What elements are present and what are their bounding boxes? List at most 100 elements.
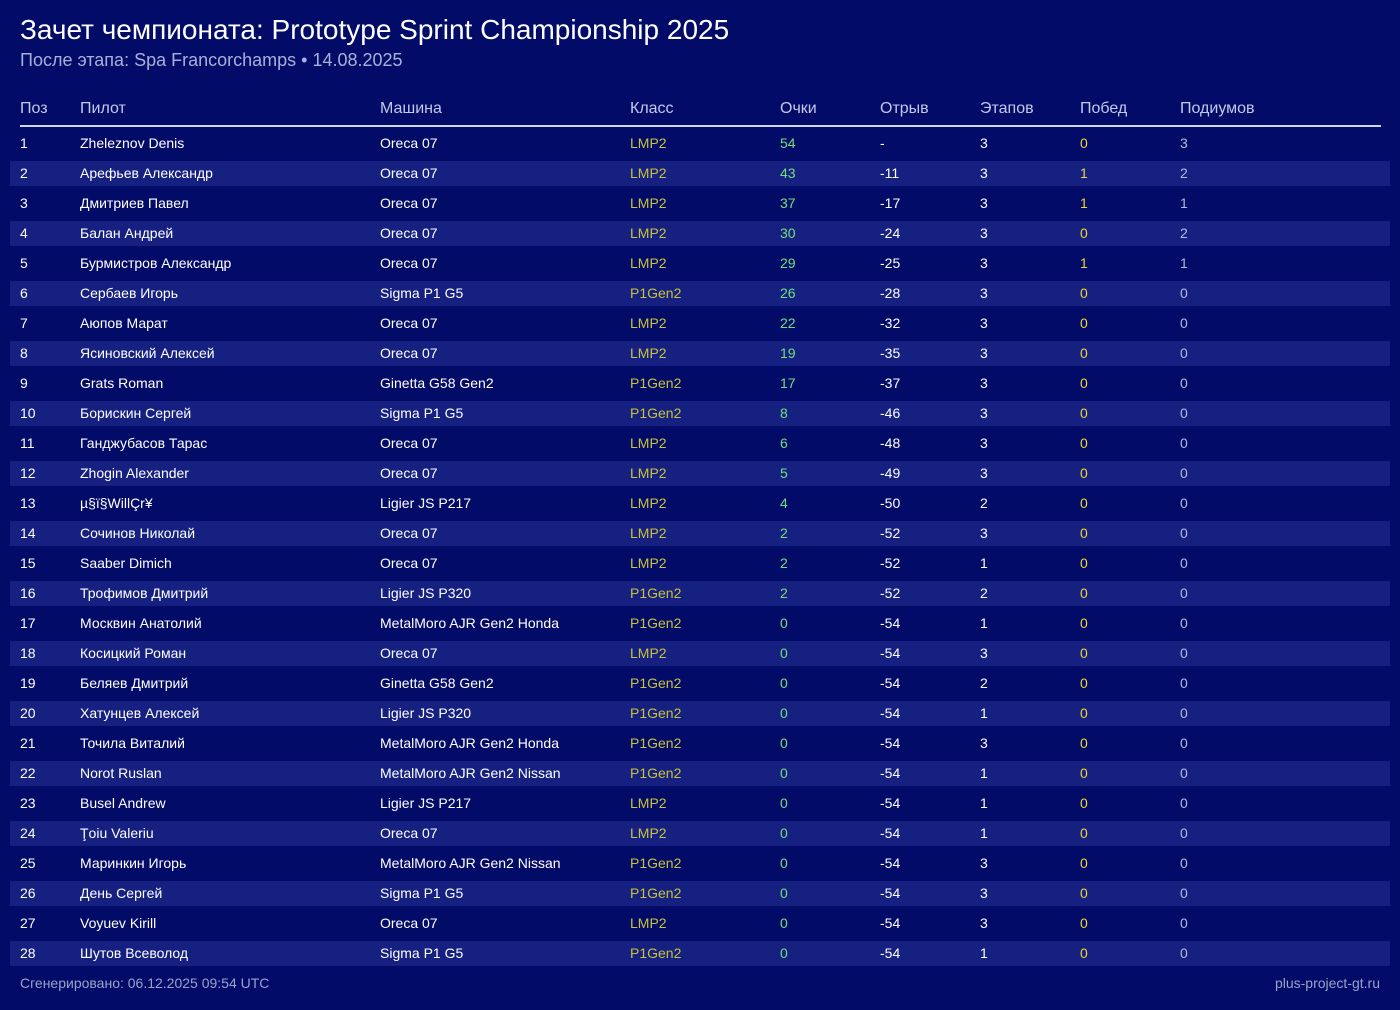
table-row: 5 Бурмистров Александр Oreca 07 LMP2 29 -25 3 1…	[10, 251, 1390, 276]
table-cell: 4	[20, 225, 28, 241]
table-row: 22 Norot Ruslan MetalMoro AJR Gen2 Nissan P…	[10, 761, 1390, 786]
column-header: Отрыв	[880, 100, 929, 117]
table-cell: 0	[1080, 585, 1088, 601]
table-row: 19 Беляев Дмитрий Ginetta G58 Gen2 P1Gen2 0 -…	[10, 671, 1390, 696]
table-cell: LMP2	[630, 315, 667, 331]
table-cell: Беляев Дмитрий	[80, 675, 189, 691]
table-cell: 3	[980, 255, 988, 271]
table-cell: 0	[780, 915, 788, 931]
table-cell: 0	[1080, 345, 1088, 361]
table-cell: 0	[1180, 405, 1188, 421]
table-cell: Ţoiu Valeriu	[80, 825, 154, 841]
table-cell: LMP2	[630, 495, 667, 511]
table-cell: 26	[20, 885, 36, 901]
table-cell: 0	[1080, 765, 1088, 781]
table-cell: -52	[880, 525, 901, 541]
table-cell: 3	[980, 285, 988, 301]
table-cell: Борискин Сергей	[80, 405, 192, 421]
table-cell: 0	[1180, 285, 1188, 301]
table-cell: Аюпов Марат	[80, 315, 168, 331]
table-row: 6 Сербаев Игорь Sigma P1 G5 P1Gen2 26 -28 3 0 0	[10, 281, 1390, 306]
table-cell: Бурмистров Александр	[80, 255, 232, 271]
table-cell: 0	[780, 675, 788, 691]
table-cell: 1	[1080, 165, 1088, 181]
table-cell: 10	[20, 405, 36, 421]
table-cell: µ§ï§WillÇr¥	[80, 495, 153, 511]
table-cell: 2	[1180, 225, 1188, 241]
table-cell: 27	[20, 915, 36, 931]
table-cell: P1Gen2	[630, 375, 682, 391]
table-cell: 2	[780, 555, 788, 571]
table-cell: Арефьев Александр	[80, 165, 213, 181]
table-cell: Косицкий Роман	[80, 645, 187, 661]
table-cell: 37	[780, 195, 796, 211]
table-cell: -32	[880, 315, 901, 331]
table-cell: -25	[880, 255, 901, 271]
table-cell: 0	[1180, 375, 1188, 391]
table-cell: -52	[880, 555, 901, 571]
table-cell: 3	[980, 735, 988, 751]
table-cell: 3	[980, 375, 988, 391]
table-cell: 23	[20, 795, 36, 811]
table-row: 1 Zheleznov Denis Oreca 07 LMP2 54 - 3 0 3	[10, 131, 1390, 156]
table-cell: 17	[20, 615, 36, 631]
table-cell: 2	[1180, 165, 1188, 181]
table-cell: 26	[780, 285, 796, 301]
table-cell: 25	[20, 855, 36, 871]
table-cell: -17	[880, 195, 901, 211]
table-cell: 0	[1180, 795, 1188, 811]
table-cell: 0	[1080, 285, 1088, 301]
table-cell: 29	[780, 255, 796, 271]
table-cell: 8	[780, 405, 788, 421]
table-cell: 3	[980, 345, 988, 361]
table-cell: -49	[880, 465, 901, 481]
table-row: 28 Шутов Всеволод Sigma P1 G5 P1Gen2 0 -54 1 0 0	[10, 941, 1390, 966]
table-cell: 54	[780, 135, 796, 151]
table-cell: P1Gen2	[630, 855, 682, 871]
table-cell: LMP2	[630, 345, 667, 361]
table-cell: 0	[780, 615, 788, 631]
table-cell: 20	[20, 705, 36, 721]
table-cell: 3	[20, 195, 28, 211]
table-cell: 7	[20, 315, 28, 331]
table-cell: 43	[780, 165, 796, 181]
table-cell: P1Gen2	[630, 765, 682, 781]
table-cell: 3	[980, 915, 988, 931]
table-cell: MetalMoro AJR Gen2 Honda	[380, 735, 559, 751]
table-cell: -24	[880, 225, 901, 241]
table-cell: -48	[880, 435, 901, 451]
table-cell: 0	[1080, 525, 1088, 541]
table-cell: P1Gen2	[630, 615, 682, 631]
table-cell: 0	[780, 705, 788, 721]
table-cell: LMP2	[630, 195, 667, 211]
table-row: 12 Zhogin Alexander Oreca 07 LMP2 5 -49 3 0 0	[10, 461, 1390, 486]
table-row: 14 Сочинов Николай Oreca 07 LMP2 2 -52 3 0 0	[10, 521, 1390, 546]
table-cell: 1	[1080, 195, 1088, 211]
table-cell: 1	[980, 555, 988, 571]
table-cell: 28	[20, 945, 36, 961]
page-subtitle: После этапа: Spa Francorchamps • 14.08.2…	[20, 50, 403, 70]
table-cell: 2	[780, 525, 788, 541]
table-cell: 3	[980, 195, 988, 211]
table-cell: 0	[1080, 315, 1088, 331]
table-cell: -50	[880, 495, 901, 511]
table-cell: Ганджубасов Тарас	[80, 435, 208, 451]
table-cell: 1	[980, 765, 988, 781]
table-cell: 1	[980, 795, 988, 811]
table-cell: P1Gen2	[630, 585, 682, 601]
table-cell: 0	[1180, 615, 1188, 631]
table-cell: 11	[20, 435, 35, 451]
table-cell: 18	[20, 645, 36, 661]
table-cell: 5	[20, 255, 28, 271]
table-cell: LMP2	[630, 555, 667, 571]
table-cell: -54	[880, 675, 901, 691]
table-cell: Маринкин Игорь	[80, 855, 187, 871]
table-cell: Sigma P1 G5	[380, 885, 464, 901]
table-cell: 9	[20, 375, 28, 391]
table-row: 9 Grats Roman Ginetta G58 Gen2 P1Gen2 17 -37 3…	[10, 371, 1390, 396]
table-cell: 0	[1080, 645, 1088, 661]
table-cell: 3	[980, 645, 988, 661]
table-cell: -54	[880, 945, 901, 961]
table-cell: -54	[880, 645, 901, 661]
table-cell: -54	[880, 765, 901, 781]
